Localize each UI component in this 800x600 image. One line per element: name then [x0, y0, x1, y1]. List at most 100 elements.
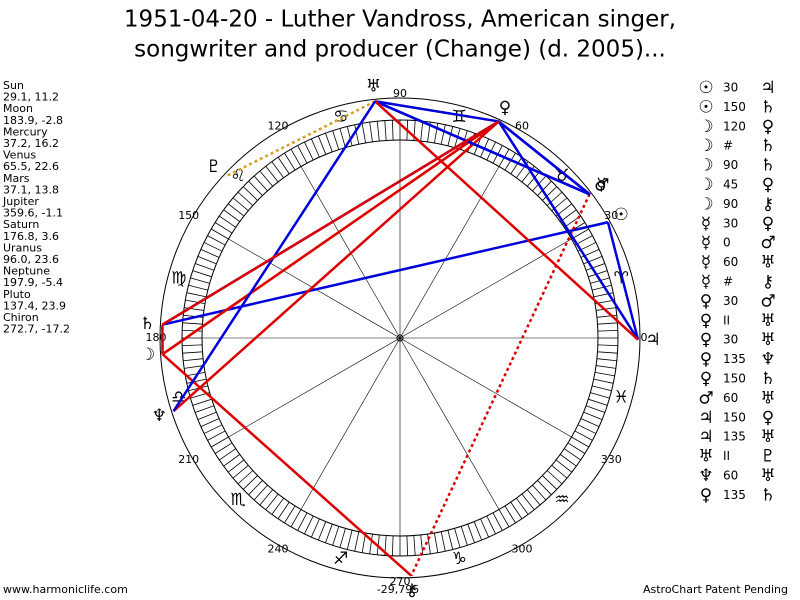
aspect-line: [497, 120, 640, 341]
title: 1951-04-20 - Luther Vandross, American s…: [124, 7, 676, 33]
aspect-from: ☽: [698, 117, 713, 137]
aspect-line: [161, 120, 500, 326]
ring-tick: [297, 145, 308, 164]
aspect-type: 60: [723, 469, 738, 483]
ring-tick: [203, 424, 223, 434]
ring-tick: [190, 277, 210, 284]
ring-tick: [583, 255, 603, 265]
ring-tick: [219, 215, 237, 228]
title: songwriter and producer (Change) (d. 200…: [134, 37, 666, 63]
ring-tick: [232, 197, 249, 212]
ring-tick: [184, 365, 204, 369]
sign-glyph: ♑: [452, 549, 467, 569]
aspect-type: 90: [723, 158, 738, 172]
ring-tick: [253, 175, 268, 192]
ring-tick: [339, 528, 346, 548]
planet-position: 183.9, -2.8: [3, 114, 63, 127]
ring-tick: [592, 284, 612, 291]
aspect-from: ♆: [698, 466, 713, 486]
planet-glyph: ♃: [645, 330, 660, 350]
aspect-to: ♄: [760, 136, 775, 156]
degree-label: 300: [512, 542, 533, 555]
aspect-line: [410, 193, 591, 577]
ring-tick: [420, 534, 424, 555]
planet-position: 65.5, 22.6: [3, 160, 59, 173]
aspect-to: ♅: [760, 311, 775, 331]
aspect-type: 150: [723, 410, 746, 424]
house-spoke: [228, 337, 401, 438]
ring-tick: [492, 512, 503, 531]
aspect-type: 60: [723, 255, 738, 269]
degree-label: 0: [641, 331, 648, 344]
ring-tick: [242, 475, 258, 490]
ring-tick: [597, 329, 618, 332]
ring-tick: [447, 530, 454, 550]
ring-tick: [571, 228, 589, 240]
planet-name: Moon: [3, 102, 33, 115]
aspect-type: 45: [723, 178, 738, 192]
ring-tick: [559, 454, 577, 467]
ring-tick: [447, 126, 454, 146]
sign-glyph: ♓: [614, 387, 629, 407]
ring-tick: [460, 526, 468, 546]
aspect-to: ♄: [760, 97, 775, 117]
planet-name: Venus: [3, 149, 36, 162]
aspect-line: [374, 100, 639, 341]
aspect-to: ♂: [760, 291, 775, 311]
aspect-type: #: [723, 139, 733, 153]
planet-position: 37.1, 13.8: [3, 183, 59, 196]
ring-tick: [259, 489, 274, 506]
planet-glyph: ♂: [594, 175, 609, 195]
ring-tick: [310, 518, 320, 538]
ring-tick: [290, 149, 302, 167]
aspect-type: #: [723, 275, 733, 289]
ring-tick: [420, 121, 424, 142]
ring-tick: [207, 235, 226, 246]
aspect-to: ♄: [760, 156, 775, 176]
aspect-to: ⚷: [762, 194, 774, 214]
ring-tick: [532, 484, 547, 501]
ring-tick: [284, 505, 296, 524]
ring-tick: [596, 358, 617, 362]
ring-tick: [588, 398, 608, 406]
planet-name: Pluto: [3, 288, 31, 301]
ring-tick: [284, 152, 296, 171]
ring-tick: [346, 530, 353, 550]
aspect-from: ☽: [698, 194, 713, 214]
ring-tick: [182, 322, 203, 325]
ring-tick: [542, 186, 558, 201]
ring-tick: [248, 180, 263, 196]
aspect-line: [497, 120, 591, 196]
aspect-to: ♃: [760, 78, 775, 98]
footer-notice: AstroChart Patent Pending: [643, 583, 788, 596]
ring-tick: [200, 418, 220, 428]
ring-tick: [510, 501, 523, 519]
ring-tick: [223, 209, 241, 222]
aspect-to: ♂: [760, 233, 775, 253]
degree-label: 30: [604, 209, 618, 222]
ring-tick: [211, 228, 229, 240]
ring-tick: [332, 526, 340, 546]
ring-tick: [182, 329, 203, 332]
ring-tick: [526, 170, 541, 187]
aspect-to: ⚷: [762, 272, 774, 292]
aspect-from: ☽: [698, 136, 713, 156]
ring-tick: [361, 123, 367, 144]
aspect-from: ☽: [698, 175, 713, 195]
ring-tick: [317, 135, 327, 155]
aspect-from: ♀: [700, 330, 712, 350]
ring-tick: [248, 480, 263, 496]
ring-tick: [537, 180, 552, 196]
aspect-from: ♀: [700, 311, 712, 331]
ring-tick: [504, 152, 516, 171]
aspect-type: 120: [723, 119, 746, 133]
degree-label: 90: [393, 87, 407, 100]
aspect-from: ☿: [701, 272, 711, 292]
aspect-from: ☽: [698, 156, 713, 176]
ring-tick: [480, 518, 490, 538]
planet-position: 359.6, -1.1: [3, 207, 63, 220]
aspect-line: [224, 100, 376, 179]
aspect-type: 30: [723, 81, 738, 95]
ring-tick: [207, 430, 226, 441]
